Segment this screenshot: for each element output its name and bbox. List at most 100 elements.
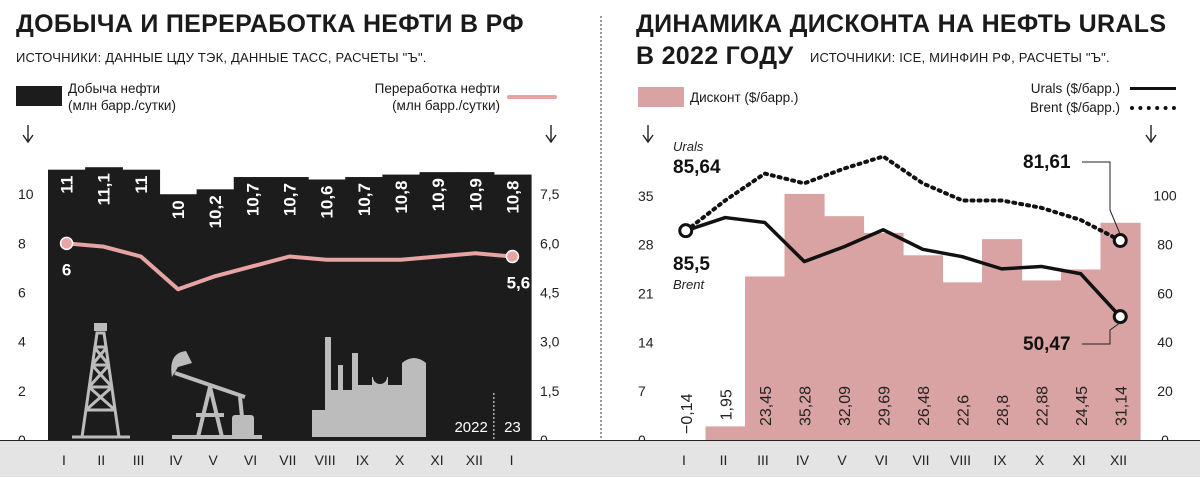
urals-line (685, 215, 1122, 318)
discount-value-label: −0,14 (679, 393, 696, 434)
x-axis-band (600, 441, 1200, 477)
discount-legend-label: Дисконт ($/барр.) (690, 90, 799, 105)
right-y-tick: 6,0 (540, 235, 560, 251)
refining-legend-line2: (млн барр./сутки) (392, 98, 500, 113)
discount-value-label: 1,95 (718, 389, 735, 420)
urals-end-marker (1112, 309, 1128, 325)
urals-end-callout (1082, 322, 1121, 345)
x-tick-label: VI (244, 452, 257, 468)
x-tick-label: XII (466, 452, 483, 468)
price-y-tick: 40 (1157, 334, 1173, 350)
price-axis-arrow (1145, 125, 1157, 144)
production-legend-swatch (16, 86, 62, 106)
discount-bar (784, 193, 825, 440)
refinery-tank-window (373, 370, 387, 384)
x-tick-label: VII (912, 452, 929, 468)
production-value-label: 10,7 (355, 183, 374, 216)
right-y-tick: 3,0 (540, 334, 560, 350)
production-bar (48, 169, 86, 440)
production-legend-label: Добыча нефти (млн барр./сутки) (68, 80, 176, 114)
urals-start-name: Urals (673, 139, 704, 154)
pumpjack-icon (172, 371, 262, 439)
left-chart: 11 11,1 11 10 10,2 10,7 10,7 10,6 10,7 10,8 10,9 10… (0, 125, 600, 477)
brent-legend-swatch (1130, 106, 1176, 110)
x-tick-label: VIII (950, 452, 971, 468)
left-axis-arrow (22, 125, 34, 144)
x-tick-label: I (510, 452, 514, 468)
discount-value-label: 23,45 (758, 386, 775, 426)
discount-value-label: 24,45 (1074, 386, 1091, 426)
right-axis-arrow (545, 125, 557, 144)
refining-start-label: 6 (62, 260, 71, 279)
discount-bar (745, 276, 786, 440)
x-tick-label: IV (796, 452, 810, 468)
panel-divider (600, 16, 602, 474)
brent-start-value: 85,5 (673, 254, 710, 275)
discount-value-label: 29,69 (876, 386, 893, 426)
production-bar (270, 177, 309, 440)
production-value-label: 10,9 (466, 178, 485, 211)
brent-end-value: 81,61 (1023, 152, 1071, 173)
x-tick-label: XI (430, 452, 443, 468)
x-tick-label: IX (356, 452, 370, 468)
right-chart-title-line1: ДИНАМИКА ДИСКОНТА НА НЕФТЬ URALS (636, 10, 1167, 38)
refining-legend-label: Переработка нефти (млн барр./сутки) (300, 80, 500, 114)
production-value-label: 10 (169, 200, 188, 219)
x-tick-label: XII (1110, 452, 1127, 468)
production-value-label: 10,8 (503, 181, 522, 214)
oil-derrick-top (94, 323, 107, 331)
urals-start-value: 85,64 (673, 157, 721, 178)
left-sources: ИСТОЧНИКИ: ДАННЫЕ ЦДУ ТЭК, ДАННЫЕ ТАСС, … (16, 50, 427, 65)
urals-start-marker (678, 223, 694, 239)
production-value-label: 10,7 (281, 183, 300, 216)
refining-legend-line1: Переработка нефти (374, 81, 500, 96)
x-tick-label: III (757, 452, 769, 468)
left-y-tick: 4 (18, 334, 26, 350)
production-value-label: 10,2 (206, 195, 225, 228)
x-tick-label: IX (993, 452, 1007, 468)
x-tick-label: III (133, 452, 145, 468)
discount-y-tick: 28 (638, 237, 654, 253)
x-tick-label: VI (875, 452, 888, 468)
price-y-tick: 60 (1157, 285, 1173, 301)
right-y-tick: 4,5 (540, 285, 560, 301)
refining-end-marker (505, 249, 520, 264)
x-tick-label: V (837, 452, 847, 468)
urals-legend-label: Urals ($/барр.) (1030, 81, 1120, 96)
oil-derrick-icon (72, 331, 130, 439)
production-value-label: 10,8 (392, 181, 411, 214)
discount-y-tick: 7 (638, 383, 646, 399)
left-y-tick: 10 (18, 186, 34, 202)
discount-value-label: 26,48 (916, 386, 933, 426)
discount-bar (982, 239, 1023, 440)
production-bar (122, 169, 161, 440)
refining-start-marker (59, 236, 74, 251)
x-tick-label: I (62, 452, 66, 468)
refining-legend-swatch (507, 95, 557, 99)
discount-bar (1061, 269, 1102, 440)
discount-bar (705, 426, 746, 440)
price-y-tick: 100 (1153, 188, 1177, 204)
discount-value-label: 28,8 (995, 395, 1012, 426)
right-chart-title-line2: В 2022 ГОДУ (636, 42, 794, 70)
x-tick-label: VIII (315, 452, 336, 468)
discount-y-tick: 14 (638, 334, 654, 350)
production-value-label: 10,6 (318, 185, 337, 218)
x-axis-band (0, 441, 600, 477)
production-bar (456, 172, 495, 440)
brent-start-name: Brent (673, 277, 705, 292)
production-value-label: 11,1 (95, 173, 114, 205)
production-value-label: 11 (58, 176, 77, 194)
left-chart-title: ДОБЫЧА И ПЕРЕРАБОТКА НЕФТИ В РФ (16, 10, 524, 38)
brent-legend-label: Brent ($/барр.) (1030, 100, 1120, 115)
urals-legend-swatch (1130, 87, 1176, 90)
right-y-tick: 7,5 (540, 186, 560, 202)
refinery-icon (312, 337, 426, 437)
x-tick-label: I (682, 452, 686, 468)
urals-end-value: 50,47 (1023, 334, 1071, 355)
discount-bar (942, 282, 983, 440)
x-tick-label: II (720, 452, 728, 468)
right-y-tick: 1,5 (540, 383, 560, 399)
refining-end-label: 5,6 (507, 273, 531, 292)
production-legend-line1: Добыча нефти (68, 81, 161, 96)
